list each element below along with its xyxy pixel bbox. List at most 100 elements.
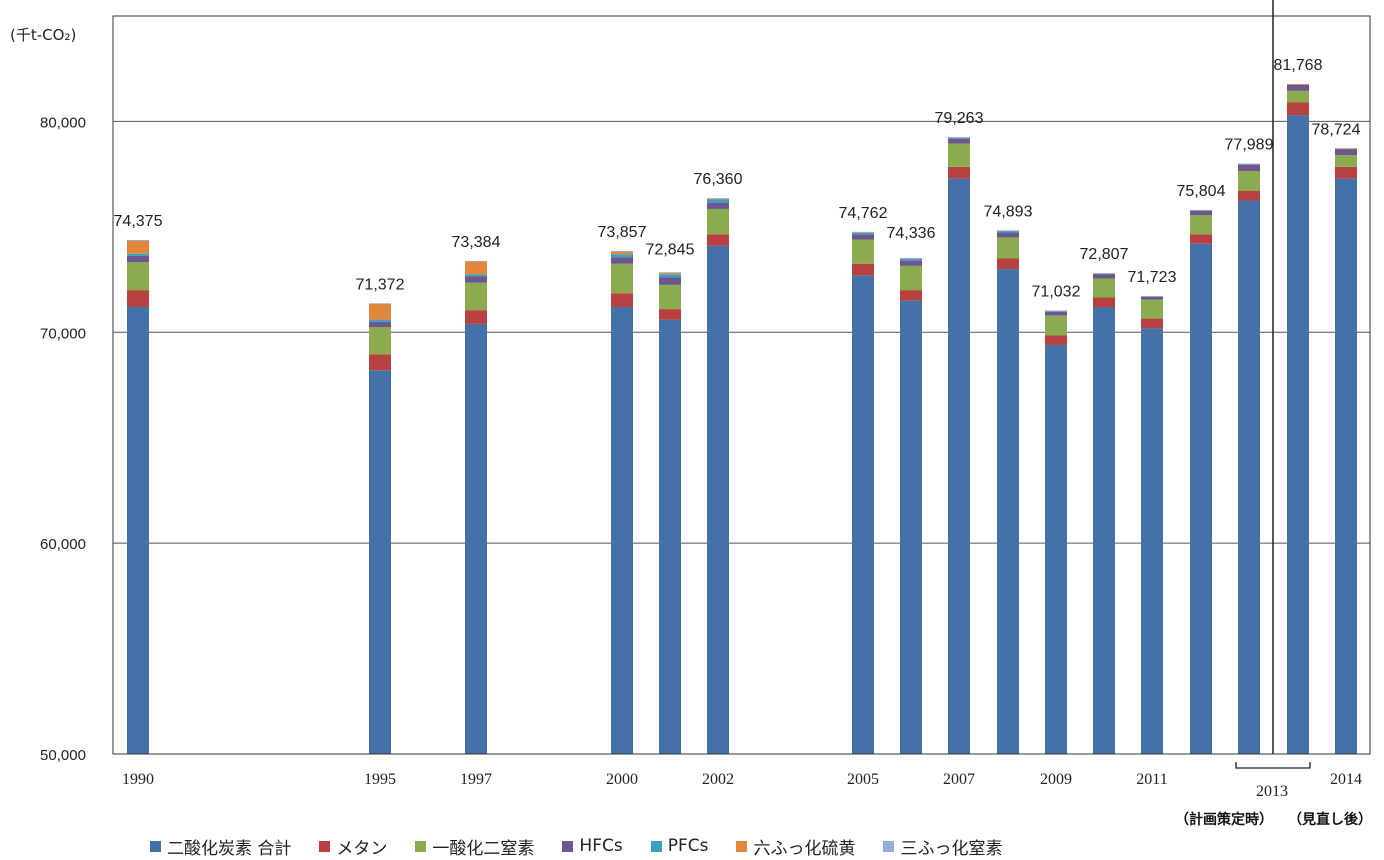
bar-segment-二酸化炭素 合計 <box>659 319 681 754</box>
x-tick-label: 1995 <box>364 771 396 788</box>
bar-segment-PFCs <box>900 258 922 261</box>
bar-segment-PFCs <box>1093 273 1115 275</box>
y-unit-label: (千t-CO₂) <box>10 26 76 44</box>
bar-segment-メタン <box>1093 297 1115 307</box>
bar-segment-三ふっ化窒素 <box>659 272 681 274</box>
y-tick-label: 80,000 <box>40 114 86 131</box>
bar-segment-メタン <box>127 290 149 307</box>
bar-segment-PFCs <box>1045 310 1067 312</box>
legend-label: 二酸化炭素 合計 <box>167 838 292 859</box>
bar-segment-HFCs <box>611 257 633 264</box>
bar-segment-HFCs <box>659 277 681 285</box>
bar-segment-HFCs <box>1045 311 1067 316</box>
bar-segment-PFCs <box>127 253 149 256</box>
bar-segment-メタン <box>1190 234 1212 244</box>
legend-swatch <box>150 840 161 852</box>
legend-swatch <box>650 840 662 852</box>
bar-segment-メタン <box>997 258 1019 270</box>
bar-segment-HFCs <box>127 255 149 263</box>
bar-segment-三ふっ化窒素 <box>997 230 1019 232</box>
x-tick-label: 2007 <box>943 771 975 788</box>
bar-segment-PFCs <box>611 254 633 258</box>
bar-segment-PFCs <box>997 231 1019 233</box>
legend-item: 三ふっ化窒素 <box>883 834 1002 859</box>
bar-segment-二酸化炭素 合計 <box>465 323 487 754</box>
bar-segment-六ふっ化硫黄 <box>1335 148 1357 150</box>
bar-segment-三ふっ化窒素 <box>1190 209 1212 211</box>
bar-segment-PFCs <box>465 274 487 277</box>
bar-segment-二酸化炭素 合計 <box>1045 344 1067 754</box>
bar-total-label: 72,845 <box>646 241 695 258</box>
x-tick-label: 2009 <box>1040 771 1072 788</box>
bar-segment-三ふっ化窒素 <box>1045 310 1067 312</box>
bar-segment-三ふっ化窒素 <box>948 136 970 138</box>
annotation-after: （見直し後） <box>1288 811 1372 828</box>
bar-total-label: 78,724 <box>1312 121 1361 138</box>
bar-segment-メタン <box>1335 166 1357 179</box>
legend-item: メタン <box>319 834 387 859</box>
bar-total-label: 74,893 <box>984 203 1033 220</box>
bar-segment-HFCs <box>707 202 729 209</box>
y-tick-label: 50,000 <box>40 747 86 764</box>
bar-segment-HFCs <box>1190 210 1212 216</box>
bar-segment-メタン <box>465 310 487 324</box>
bar-segment-HFCs <box>1287 84 1309 91</box>
bar-segment-三ふっ化窒素 <box>1093 273 1115 274</box>
bar-segment-二酸化炭素 合計 <box>948 178 970 755</box>
bar-segment-メタン <box>900 290 922 301</box>
bracket-2013 <box>1235 762 1311 769</box>
bar-total-label: 74,336 <box>887 225 936 242</box>
bar-segment-HFCs <box>465 276 487 283</box>
bar-segment-六ふっ化硫黄 <box>127 240 149 254</box>
bar-segment-一酸化二窒素 <box>707 208 729 235</box>
bar-segment-一酸化二窒素 <box>997 237 1019 259</box>
plot-frame <box>112 15 1371 755</box>
bar-segment-HFCs <box>900 260 922 266</box>
y-tick-label: 60,000 <box>40 536 86 553</box>
x-tick-label: 1990 <box>122 771 154 788</box>
bar-segment-二酸化炭素 合計 <box>369 370 391 754</box>
bar-segment-HFCs <box>997 232 1019 238</box>
bar-segment-一酸化二窒素 <box>465 282 487 311</box>
bar-segment-HFCs <box>1141 296 1163 300</box>
bar-segment-HFCs <box>1093 274 1115 279</box>
bar-segment-一酸化二窒素 <box>1141 299 1163 319</box>
bar-total-label: 79,263 <box>935 110 984 127</box>
bar-segment-HFCs <box>1238 164 1260 171</box>
bar-segment-六ふっ化硫黄 <box>1287 84 1309 85</box>
bar-segment-一酸化二窒素 <box>948 143 970 167</box>
bar-total-label: 77,989 <box>1225 137 1274 154</box>
legend-item: 一酸化二窒素 <box>415 834 534 859</box>
bar-segment-メタン <box>1287 102 1309 116</box>
bar-segment-二酸化炭素 合計 <box>1093 306 1115 754</box>
legend-item: 二酸化炭素 合計 <box>150 834 291 859</box>
x-tick-label: 1997 <box>460 771 492 788</box>
bar-segment-PFCs <box>369 319 391 322</box>
legend-label: 三ふっ化窒素 <box>900 838 1003 859</box>
x-tick-label: 2014 <box>1330 771 1362 788</box>
bar-segment-一酸化二窒素 <box>369 327 391 355</box>
bar-segment-三ふっ化窒素 <box>1141 295 1163 297</box>
y-tick-label: 70,000 <box>40 325 86 342</box>
x-tick-label: 2000 <box>606 771 638 788</box>
bar-segment-六ふっ化硫黄 <box>369 303 391 320</box>
bar-segment-一酸化二窒素 <box>852 239 874 264</box>
bar-segment-二酸化炭素 合計 <box>1287 115 1309 755</box>
bar-total-label: 72,807 <box>1080 246 1129 263</box>
bar-segment-一酸化二窒素 <box>1093 278 1115 298</box>
legend-label: 六ふっ化硫黄 <box>753 838 856 859</box>
bar-segment-三ふっ化窒素 <box>707 198 729 199</box>
bar-segment-PFCs <box>852 232 874 235</box>
legend-swatch <box>736 840 748 852</box>
bar-segment-二酸化炭素 合計 <box>900 300 922 754</box>
bar-segment-一酸化二窒素 <box>1238 170 1260 192</box>
bar-segment-メタン <box>852 263 874 276</box>
legend-label: 一酸化二窒素 <box>432 838 535 859</box>
bar-segment-メタン <box>1045 335 1067 345</box>
bar-segment-三ふっ化窒素 <box>465 260 487 262</box>
bar-segment-メタン <box>1141 318 1163 329</box>
bar-total-label: 74,762 <box>839 205 888 222</box>
bar-segment-一酸化二窒素 <box>611 263 633 294</box>
bar-segment-一酸化二窒素 <box>127 262 149 291</box>
